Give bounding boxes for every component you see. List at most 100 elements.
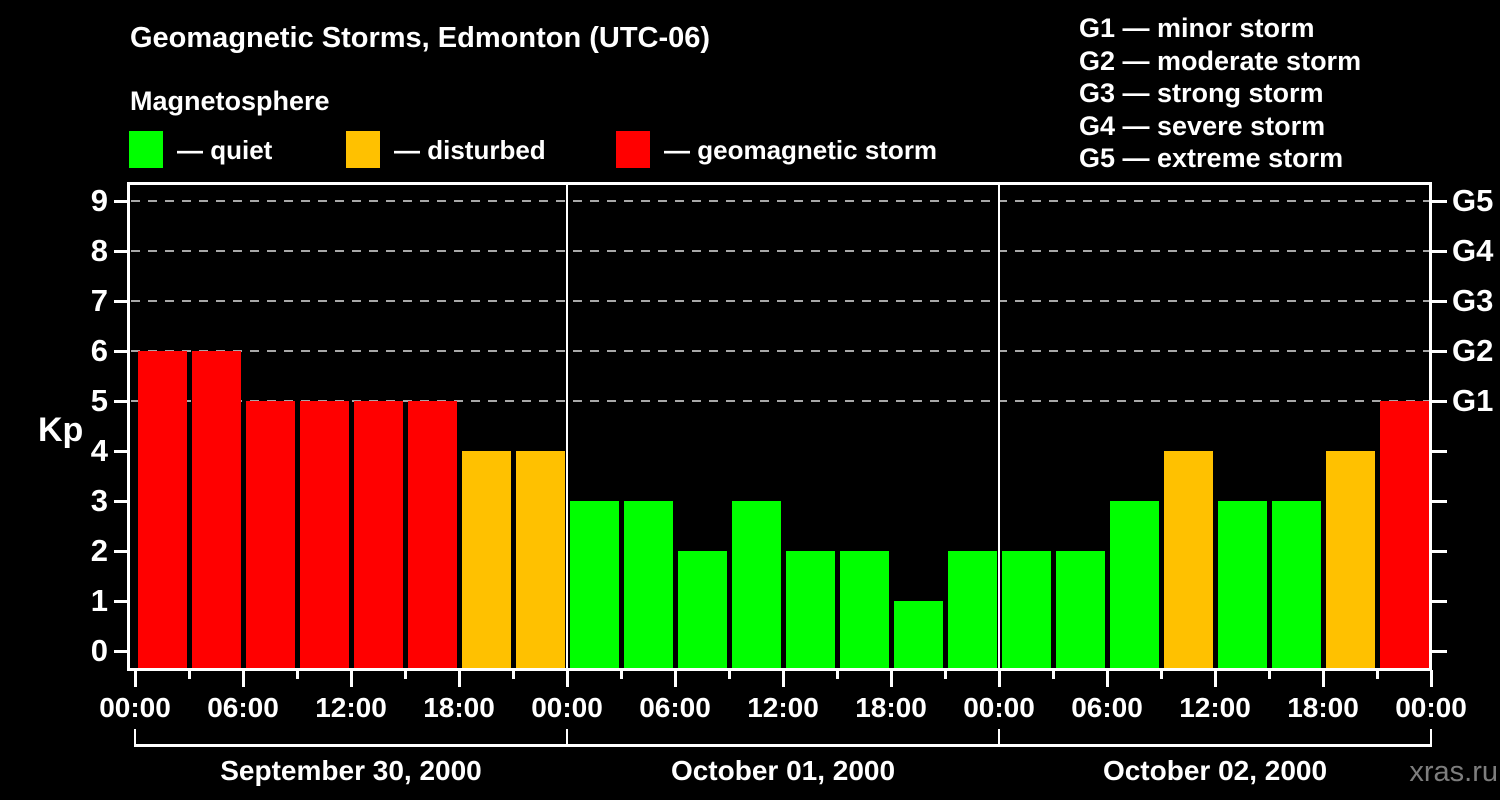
storm-swatch (616, 131, 650, 168)
kp-bar (515, 451, 565, 668)
gridline-kp5 (131, 400, 1430, 402)
time-tick-major (781, 669, 785, 687)
g-tick-label: G3 (1452, 283, 1494, 318)
kp-tick-label: 3 (90, 483, 108, 518)
time-tick-label: 06:00 (1071, 691, 1143, 723)
kp-tick-right (1432, 449, 1447, 453)
kp-tick-label: 7 (90, 283, 108, 318)
kp-tick-label: 2 (90, 533, 108, 568)
time-tick-label: 06:00 (207, 691, 279, 723)
time-tick-label: 18:00 (855, 691, 927, 723)
time-tick-minor (943, 669, 947, 679)
g2-legend-line: G2 — moderate storm (1079, 45, 1362, 76)
kp-tick-label: 5 (90, 383, 108, 418)
time-tick-label: 00:00 (531, 691, 603, 723)
g3-legend-line: G3 — strong storm (1079, 78, 1324, 108)
kp-tick-left (114, 299, 128, 303)
kp-bar (731, 501, 781, 668)
kp-bar (1001, 551, 1051, 668)
time-tick-label: 12:00 (1179, 691, 1251, 723)
magnetosphere-label: Magnetosphere (130, 86, 330, 116)
g4-legend-line: G4 — severe storm (1079, 110, 1326, 141)
kp-tick-label: 0 (90, 633, 108, 668)
time-tick-minor (511, 669, 515, 679)
time-tick-major (1321, 669, 1325, 687)
x-axis-line (127, 667, 1431, 671)
kp-bar (1163, 451, 1213, 668)
time-tick-label: 18:00 (423, 691, 495, 723)
kp-tick-left (114, 499, 128, 503)
kp-bar (1379, 401, 1429, 668)
disturbed-swatch (346, 131, 380, 168)
kp-bar (245, 401, 295, 668)
time-tick-minor (1375, 669, 1379, 679)
time-tick-major (457, 669, 461, 687)
kp-tick-left (114, 599, 128, 603)
kp-bar (1055, 551, 1105, 668)
disturbed-legend-label: — disturbed (394, 135, 546, 165)
kp-tick-right (1432, 599, 1447, 603)
time-tick-minor (187, 669, 191, 679)
time-tick-minor (1159, 669, 1163, 679)
date-bracket-tick (133, 729, 137, 746)
gridline-kp7 (131, 300, 1430, 302)
kp-tick-right (1432, 199, 1447, 203)
kp-tick-label: 9 (90, 183, 108, 218)
kp-tick-right (1432, 249, 1447, 253)
time-tick-minor (835, 669, 839, 679)
kp-bar (353, 401, 403, 668)
gridline-kp8 (131, 250, 1430, 252)
date-bracket-line (134, 744, 1432, 747)
date-bracket-tick (1429, 729, 1433, 746)
kp-tick-label: 6 (90, 333, 108, 368)
time-tick-major (1213, 669, 1217, 687)
g5-legend-line: G5 — extreme storm (1079, 143, 1344, 173)
kp-tick-left (114, 349, 128, 353)
time-tick-label: 00:00 (1395, 691, 1467, 723)
kp-bar (137, 351, 187, 668)
plot-top-border (127, 182, 1431, 185)
date-bracket-tick (565, 729, 569, 746)
time-tick-label: 18:00 (1287, 691, 1359, 723)
time-tick-label: 00:00 (963, 691, 1035, 723)
time-tick-major (241, 669, 245, 687)
time-tick-minor (1267, 669, 1271, 679)
time-tick-minor (727, 669, 731, 679)
kp-tick-right (1432, 399, 1447, 403)
time-tick-label: 06:00 (639, 691, 711, 723)
kp-tick-left (114, 199, 128, 203)
time-tick-major (889, 669, 893, 687)
kp-bar (1217, 501, 1267, 668)
time-tick-major (997, 669, 1001, 687)
time-tick-major (1429, 669, 1433, 687)
g1-legend-line: G1 — minor storm (1079, 13, 1315, 43)
time-tick-minor (1051, 669, 1055, 679)
kp-tick-left (114, 249, 128, 253)
right-axis-line (1429, 182, 1432, 671)
kp-tick-right (1432, 299, 1447, 303)
kp-bar (191, 351, 241, 668)
date-bracket-tick (997, 729, 1001, 746)
kp-tick-left (114, 549, 128, 553)
time-tick-major (1105, 669, 1109, 687)
kp-bar (839, 551, 889, 668)
time-tick-minor (403, 669, 407, 679)
kp-bar (407, 401, 457, 668)
g-scale-legend: G1 — minor storm G2 — moderate storm G3 … (1079, 12, 1361, 175)
kp-tick-right (1432, 549, 1447, 553)
kp-bar (1109, 501, 1159, 668)
gridline-kp6 (131, 350, 1430, 352)
time-tick-major (349, 669, 353, 687)
kp-bar (461, 451, 511, 668)
date-label: October 01, 2000 (670, 755, 896, 786)
kp-axis-title: Kp (38, 411, 84, 449)
date-label: October 02, 2000 (1102, 755, 1328, 786)
kp-bar (569, 501, 619, 668)
time-tick-label: 12:00 (315, 691, 387, 723)
time-tick-major (133, 669, 137, 687)
page-title: Geomagnetic Storms, Edmonton (UTC-06) (130, 22, 711, 54)
time-tick-major (565, 669, 569, 687)
time-tick-minor (295, 669, 299, 679)
